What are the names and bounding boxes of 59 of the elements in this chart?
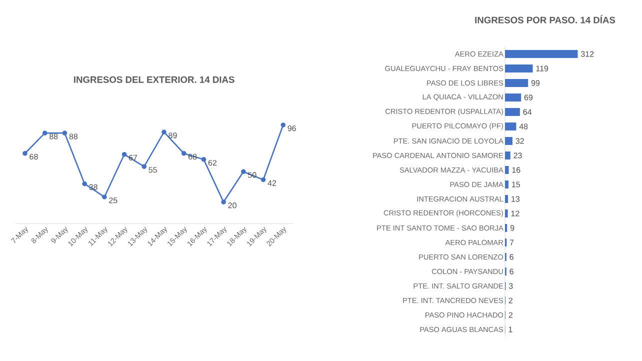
point	[162, 130, 166, 134]
data-label: 3	[508, 283, 513, 289]
data-label: 7	[510, 240, 514, 246]
bar	[505, 137, 512, 145]
point	[22, 150, 28, 156]
point	[280, 122, 286, 128]
data-label: 13	[512, 196, 520, 202]
bar	[505, 122, 516, 130]
data-label: 42	[268, 180, 276, 186]
data-label: 9	[510, 225, 514, 231]
point	[241, 169, 246, 174]
point	[82, 181, 87, 186]
data-label: 96	[288, 125, 296, 132]
data-label: 16	[512, 167, 520, 173]
data-label: 20	[228, 202, 236, 208]
bar	[505, 64, 533, 72]
bar	[505, 166, 509, 174]
data-label: 68	[30, 154, 38, 160]
data-label: 119	[536, 66, 548, 72]
data-label: 64	[523, 109, 532, 115]
data-label: 15	[512, 182, 520, 188]
point	[221, 200, 226, 204]
point	[62, 130, 68, 136]
bar	[505, 151, 510, 160]
data-label: 99	[531, 80, 540, 86]
bar	[505, 94, 522, 102]
data-label: 38	[89, 184, 98, 190]
data-label: 88	[69, 134, 78, 140]
data-label: 23	[514, 152, 522, 158]
point	[102, 194, 107, 200]
data-label: 88	[49, 134, 58, 140]
bar	[505, 210, 508, 218]
data-label: 2	[508, 312, 512, 318]
point	[122, 152, 127, 157]
point	[181, 150, 186, 156]
point	[260, 177, 266, 182]
bar	[505, 180, 509, 188]
data-label: 55	[148, 167, 157, 173]
data-label: 89	[168, 132, 177, 138]
point	[201, 157, 206, 162]
data-label: 1	[508, 326, 512, 332]
bar	[505, 79, 528, 87]
data-label: 2	[508, 298, 512, 304]
data-label: 25	[109, 197, 118, 204]
bar	[505, 50, 578, 58]
data-label: 48	[519, 124, 528, 130]
data-label: 6	[510, 254, 514, 260]
data-label: 12	[511, 210, 520, 216]
data-label: 6	[510, 268, 514, 274]
chart-title: INGRESOS DEL EXTERIOR. 14 DIAS	[74, 76, 234, 83]
point	[142, 164, 147, 169]
data-label: 32	[516, 138, 524, 144]
bar	[505, 108, 520, 116]
point	[42, 130, 48, 136]
data-label: 62	[208, 160, 216, 166]
bar	[505, 195, 508, 203]
chart-title: INGRESOS POR PASO. 14 DÍAS	[475, 15, 616, 24]
data-label: 69	[524, 94, 533, 100]
data-label: 312	[580, 51, 594, 57]
